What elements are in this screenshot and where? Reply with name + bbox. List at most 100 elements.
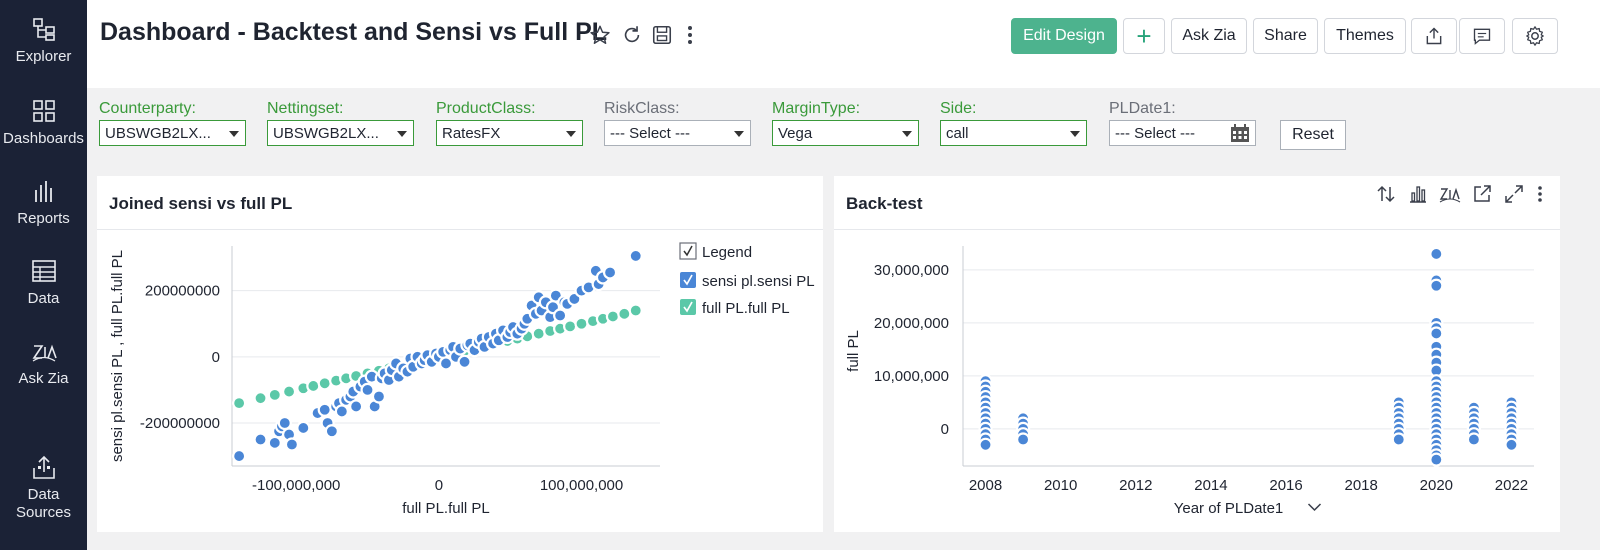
open-new-icon[interactable] (1470, 182, 1494, 206)
chevron-down-icon (1307, 503, 1322, 512)
data-point (267, 387, 282, 402)
sidebar-item-reports[interactable]: Reports (0, 178, 87, 228)
share-button[interactable]: Share (1253, 18, 1318, 54)
y-tick-label: -200000000 (140, 415, 220, 432)
sidebar-item-explorer[interactable]: Explorer (0, 16, 87, 66)
riskclass-select[interactable]: --- Select --- (604, 120, 751, 146)
data-point (1429, 400, 1444, 415)
data-point (978, 395, 993, 410)
data-point (1391, 416, 1406, 431)
data-point (267, 435, 282, 450)
legend-swatch (680, 272, 696, 288)
sidebar-item-data-sources[interactable]: Data Sources (0, 454, 87, 522)
select-value: RatesFX (442, 124, 501, 142)
margintype-select[interactable]: Vega (772, 120, 919, 146)
scatter-chart-sensi-vs-full[interactable]: 200000000 0 -200000000 -100,000,000 0 100,000… (97, 176, 823, 532)
sidebar-item-ask-zia[interactable]: Ask Zia (0, 338, 87, 388)
data-point (1391, 432, 1406, 447)
calendar-icon[interactable] (1230, 124, 1250, 143)
y-tick-label: 20,000,000 (874, 315, 949, 332)
panel-back-test: Back-test 30,000,000 20,000,000 10,000,000… (834, 176, 1560, 532)
bar-chart-icon[interactable] (1406, 182, 1430, 206)
add-button[interactable]: + (1123, 18, 1165, 54)
x-tick-label: 2020 (1420, 477, 1453, 494)
select-value: UBSWGB2LX... (273, 124, 379, 142)
data-point (1391, 421, 1406, 436)
expand-icon[interactable] (1502, 182, 1526, 206)
themes-button[interactable]: Themes (1324, 18, 1406, 54)
check-icon (683, 301, 693, 313)
data-point (1016, 411, 1031, 426)
data-point (617, 306, 632, 321)
side-select[interactable]: call (940, 120, 1087, 146)
legend-label: sensi pl.sensi PL (702, 273, 815, 290)
sidebar-item-label: Ask Zia (18, 370, 69, 387)
sort-icon[interactable] (1374, 182, 1398, 206)
data-point (1429, 246, 1444, 262)
data-point (1504, 427, 1519, 442)
refresh-icon[interactable] (619, 22, 645, 48)
counterparty-select[interactable]: UBSWGB2LX... (99, 120, 246, 146)
data-point (574, 316, 589, 331)
data-point (628, 248, 643, 264)
data-point (1429, 411, 1444, 426)
x-tick-label: 2022 (1495, 477, 1528, 494)
data-point (1429, 384, 1444, 399)
pldate1-input[interactable]: --- Select --- (1109, 120, 1256, 146)
zia-insights-icon[interactable] (1438, 182, 1462, 206)
gear-icon (1526, 26, 1544, 46)
data-point (978, 405, 993, 421)
data-point (1429, 347, 1444, 362)
data-point (1429, 389, 1444, 405)
y-tick-label: 200000000 (145, 283, 220, 300)
sidebar: Explorer Dashboards Reports Data (0, 0, 87, 550)
data-point (371, 389, 387, 404)
data-point (1016, 432, 1031, 447)
data-point (1429, 278, 1444, 293)
sidebar-item-data[interactable]: Data (0, 258, 87, 308)
nettingset-select[interactable]: UBSWGB2LX... (267, 120, 414, 146)
legend-label: full PL.full PL (702, 300, 790, 317)
settings-button[interactable] (1512, 18, 1558, 54)
y-tick-label: 10,000,000 (874, 368, 949, 385)
comment-button[interactable] (1459, 18, 1505, 54)
panel-joined-sensi: Joined sensi vs full PL 200000000 0 -20000… (97, 176, 823, 532)
legend-swatch (680, 299, 696, 315)
y-tick-label: 30,000,000 (874, 262, 949, 279)
data-point (306, 378, 321, 394)
reset-button[interactable]: Reset (1280, 120, 1346, 150)
sidebar-item-dashboards[interactable]: Dashboards (0, 98, 87, 148)
save-icon[interactable] (649, 22, 675, 48)
data-point (1504, 437, 1519, 452)
filter-label: MarginType: (772, 100, 861, 117)
filter-label: RiskClass: (604, 100, 680, 117)
export-icon (1426, 27, 1442, 45)
productclass-select[interactable]: RatesFX (436, 120, 583, 146)
data-point (1466, 416, 1481, 431)
date-value: --- Select --- (1115, 124, 1195, 142)
ask-zia-icon (32, 344, 57, 362)
page-title: Dashboard - Backtest and Sensi vs Full P… (100, 18, 608, 46)
data-point (978, 421, 993, 436)
more-vertical-icon[interactable] (677, 22, 703, 48)
data-point (1429, 432, 1444, 447)
filter-label: ProductClass: (436, 100, 536, 117)
data-point (1466, 400, 1481, 415)
data-point (1504, 432, 1519, 447)
more-vertical-icon[interactable] (1528, 182, 1552, 206)
export-button[interactable] (1411, 18, 1457, 54)
filter-label: PLDate1: (1109, 100, 1176, 117)
y-tick-label: 0 (941, 421, 949, 438)
sidebar-item-label: Explorer (15, 48, 72, 65)
data-point (1016, 416, 1031, 431)
sidebar-item-label: Reports (17, 210, 70, 227)
ask-zia-button[interactable]: Ask Zia (1171, 18, 1247, 54)
check-icon (683, 274, 693, 286)
star-icon[interactable] (587, 22, 613, 48)
filter-pldate1: PLDate1: --- Select --- (1109, 100, 1256, 146)
data-point (253, 432, 268, 447)
data-point (277, 415, 292, 431)
edit-design-button[interactable]: Edit Design (1011, 18, 1117, 54)
data-point (1466, 411, 1481, 426)
data-point (281, 384, 297, 399)
